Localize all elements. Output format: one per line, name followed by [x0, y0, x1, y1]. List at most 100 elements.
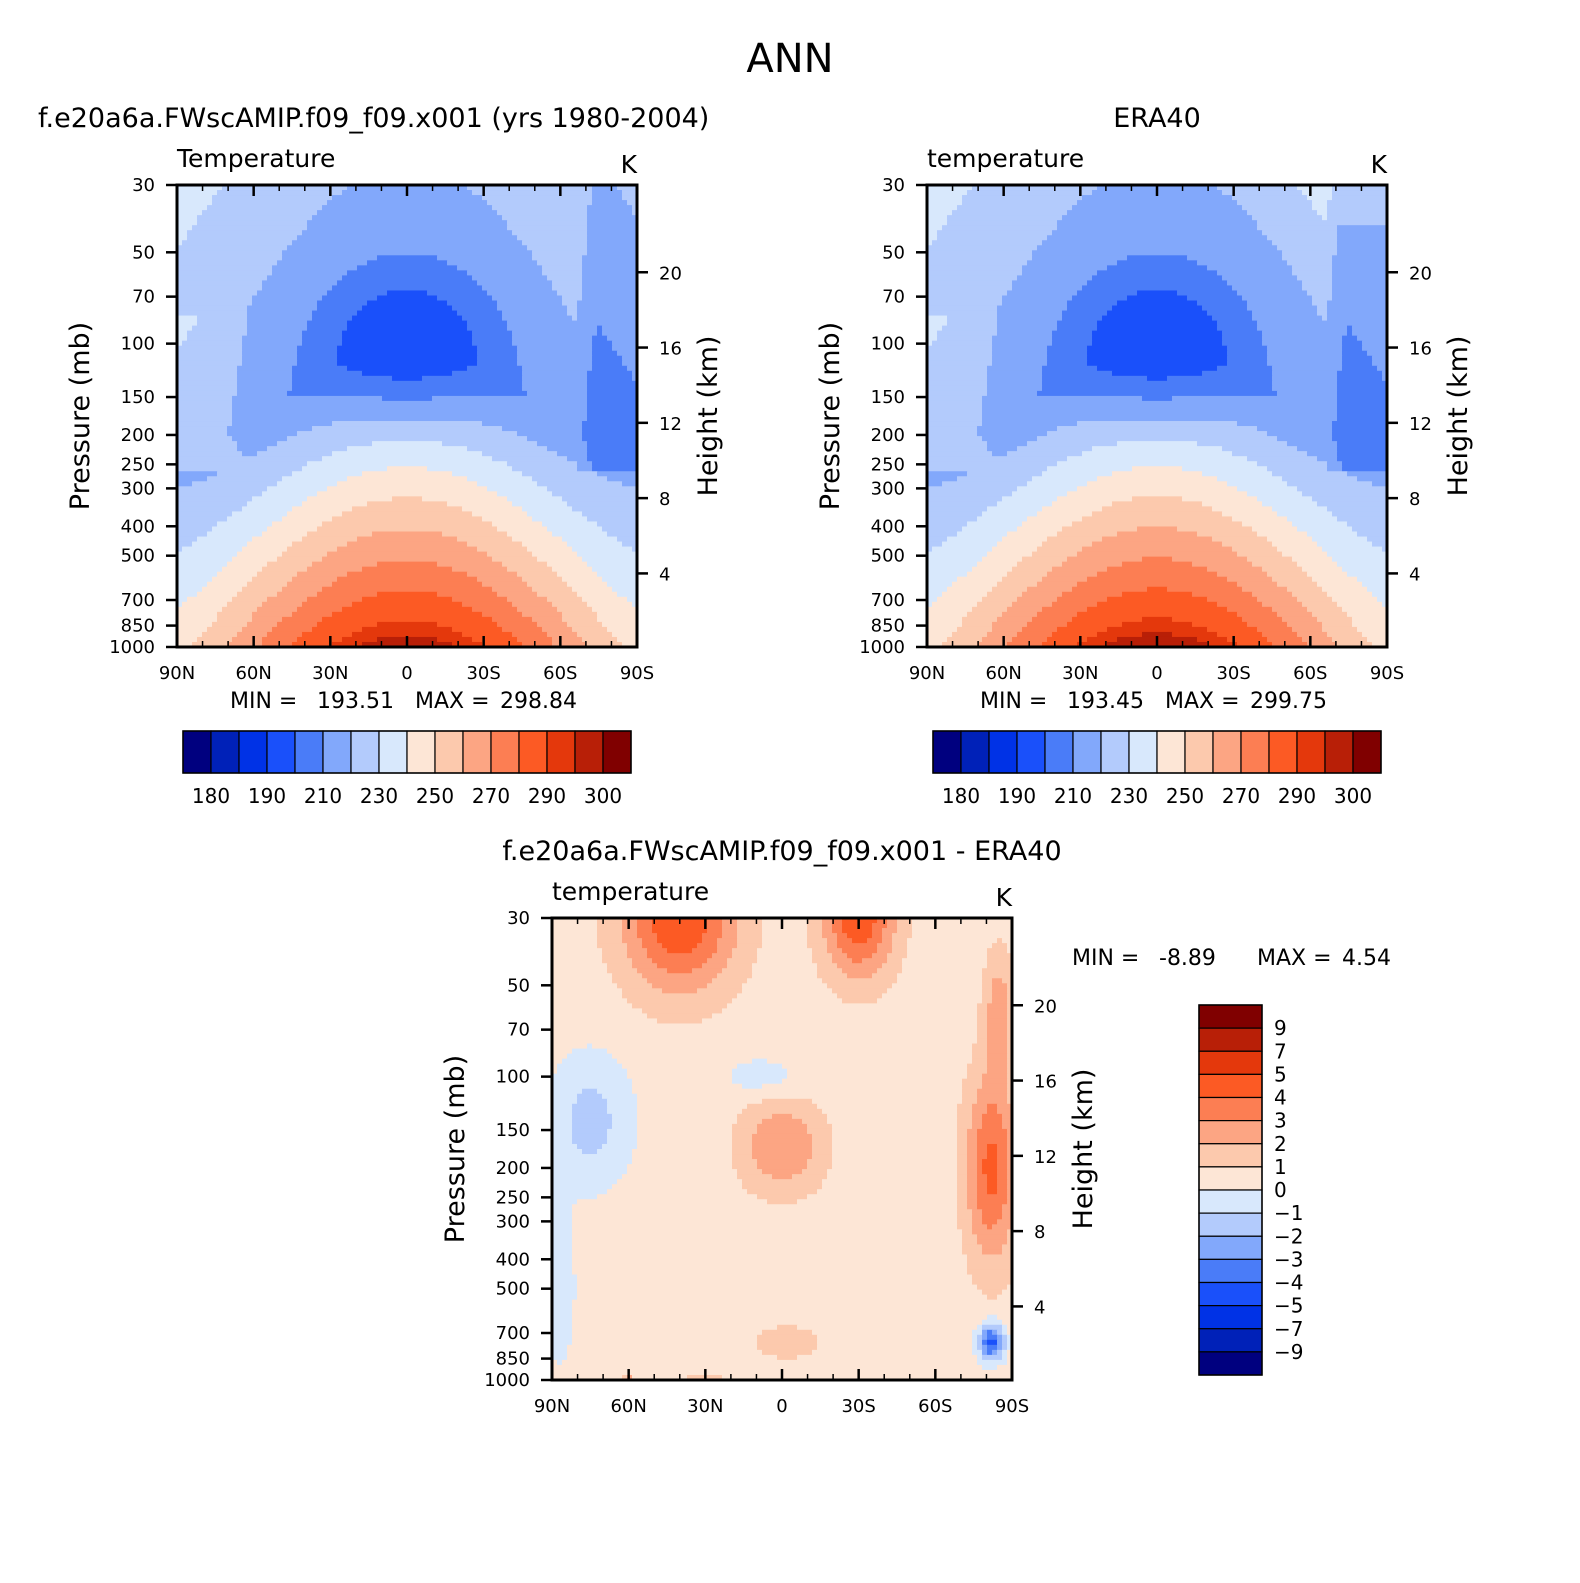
y-tick-label: 100 [496, 1067, 530, 1088]
colorbar-swatch [1198, 1096, 1263, 1122]
y-tick-label: 400 [121, 516, 155, 537]
colorbar-label: 1 [1274, 1155, 1287, 1179]
y-axis-title: Pressure (mb) [65, 322, 96, 510]
y-tick-label: 150 [496, 1120, 530, 1141]
x-tick-label: 60S [918, 1396, 952, 1417]
colorbar-swatch [1198, 1050, 1263, 1075]
colorbar-label: 4 [1274, 1086, 1287, 1110]
colorbar-swatch [1198, 1189, 1263, 1214]
y-right-axis-title: Height (km) [1443, 336, 1474, 497]
colorbar-label: −7 [1274, 1317, 1303, 1341]
colorbar-label: −9 [1274, 1340, 1303, 1364]
colorbar-label: 190 [248, 784, 286, 808]
min-value: -8.89 [1159, 946, 1216, 971]
y-tick-label: 700 [496, 1323, 530, 1344]
y-tick-label: 50 [132, 242, 155, 263]
colorbar-swatch [1044, 730, 1074, 774]
colorbar-frame [932, 730, 1382, 774]
min-label: MIN = [1072, 946, 1139, 971]
colorbar-swatch [350, 730, 380, 774]
x-tick-label: 90N [159, 663, 195, 684]
x-tick-label: 60N [985, 663, 1021, 684]
colorbar: 180 190 210 230 250 270 290 300 [182, 730, 632, 808]
colorbar-label: 270 [1222, 784, 1260, 808]
panel-title: f.e20a6a.FWscAMIP.f09_f09.x001 - ERA40 [502, 836, 1061, 867]
y-right-tick-label: 8 [1409, 489, 1420, 510]
colorbar-label: 180 [192, 784, 230, 808]
y-tick-label: 70 [882, 287, 905, 308]
colorbar-swatch [1128, 730, 1158, 774]
colorbar-swatch [1198, 1281, 1263, 1307]
y-right-tick-label: 20 [1409, 263, 1432, 284]
colorbar-swatch [406, 730, 436, 774]
colorbar-label: 230 [360, 784, 398, 808]
y-tick-label: 300 [121, 478, 155, 499]
min-label: MIN = [980, 689, 1047, 714]
min-value: 193.51 [317, 689, 394, 714]
colorbar-label: 180 [942, 784, 980, 808]
y-tick-label: 300 [496, 1211, 530, 1232]
y-tick-label: 300 [871, 478, 905, 499]
panel-model: f.e20a6a.FWscAMIP.f09_f09.x001 (yrs 1980… [38, 103, 724, 808]
y-right-tick-label: 8 [1034, 1222, 1045, 1243]
y-tick-label: 150 [121, 387, 155, 408]
colorbar-swatch [1212, 730, 1242, 774]
colorbar-swatch [238, 730, 268, 774]
colorbar-swatch [1198, 1235, 1263, 1260]
x-tick-label: 30N [312, 663, 348, 684]
colorbar-swatch [602, 730, 632, 774]
colorbar-label: 250 [416, 784, 454, 808]
y-right-tick-label: 16 [1034, 1072, 1057, 1093]
colorbar-label: 3 [1274, 1109, 1287, 1133]
colorbar-swatch [1198, 1212, 1263, 1237]
colorbar-swatch [1198, 1328, 1263, 1353]
colorbar-swatch [988, 730, 1018, 774]
colorbar-swatch [1198, 1004, 1263, 1029]
colorbar-frame [182, 730, 632, 774]
x-tick-label: 0 [1151, 663, 1162, 684]
colorbar-label: 2 [1274, 1132, 1287, 1156]
min-value: 193.45 [1067, 689, 1144, 714]
colorbar-swatch [1198, 1305, 1263, 1330]
colorbar-label: 7 [1274, 1039, 1287, 1063]
x-tick-label: 90S [620, 663, 654, 684]
colorbar-swatch [960, 730, 990, 774]
y-tick-label: 100 [121, 334, 155, 355]
y-tick-label: 50 [507, 975, 530, 996]
colorbar-swatch [1198, 1258, 1263, 1284]
max-value: 299.75 [1250, 689, 1327, 714]
y-right-tick-label: 4 [659, 564, 670, 585]
max-label: MAX = [1257, 946, 1332, 971]
colorbar-swatch [1198, 1073, 1263, 1099]
colorbar-swatch [1268, 730, 1298, 774]
colorbar-swatch [1016, 730, 1046, 774]
x-tick-label: 60S [543, 663, 577, 684]
y-right-tick-label: 8 [659, 489, 670, 510]
y-axis-title: Pressure (mb) [815, 322, 846, 510]
colorbar-label: 230 [1110, 784, 1148, 808]
min-label: MIN = [230, 689, 297, 714]
x-tick-label: 90S [1370, 663, 1404, 684]
colorbar-swatch [1296, 730, 1326, 774]
y-tick-label: 850 [871, 616, 905, 637]
colorbar-swatch [1198, 1143, 1263, 1168]
x-tick-label: 30N [687, 1396, 723, 1417]
colorbar-swatch [266, 730, 296, 774]
y-tick-label: 200 [121, 425, 155, 446]
colorbar-swatch [1240, 730, 1270, 774]
panel-diff: f.e20a6a.FWscAMIP.f09_f09.x001 - ERA40 te… [440, 836, 1391, 1417]
y-tick-label: 1000 [484, 1370, 530, 1391]
colorbar-swatch [574, 730, 604, 774]
colorbar-label: −3 [1274, 1247, 1303, 1271]
y-tick-label: 500 [871, 546, 905, 567]
colorbar-label: 0 [1274, 1178, 1287, 1202]
colorbar-label: 290 [528, 784, 566, 808]
y-tick-label: 100 [871, 334, 905, 355]
x-tick-label: 90N [534, 1396, 570, 1417]
x-tick-label: 30S [466, 663, 500, 684]
y-right-tick-label: 12 [659, 414, 682, 435]
y-right-tick-label: 20 [1034, 996, 1057, 1017]
colorbar-swatch [1198, 1120, 1263, 1145]
y-tick-label: 200 [871, 425, 905, 446]
